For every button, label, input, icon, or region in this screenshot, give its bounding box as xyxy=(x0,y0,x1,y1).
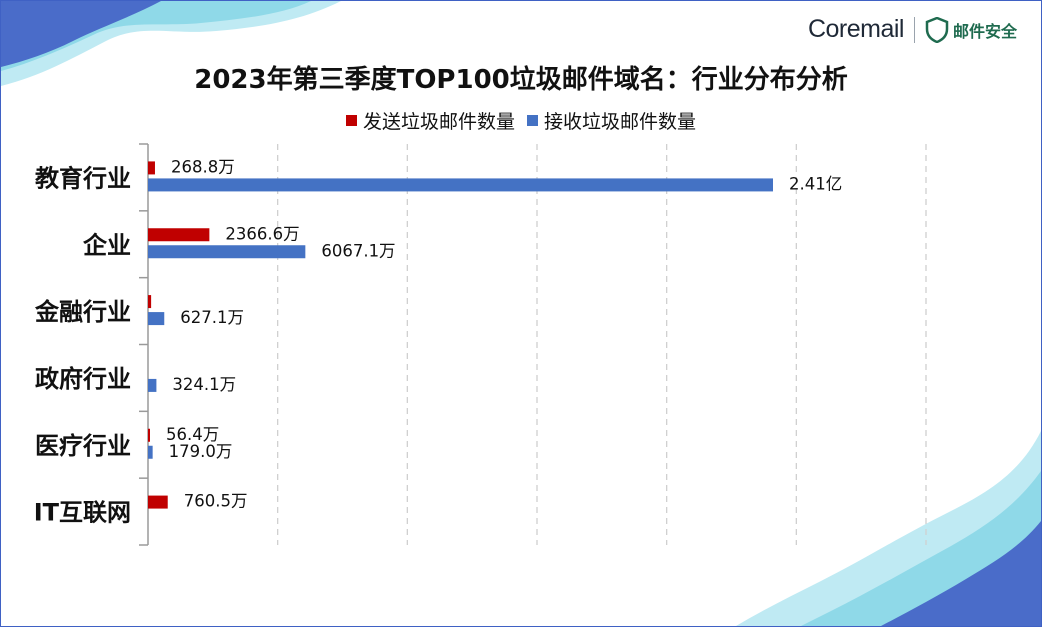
legend-item-receive: 接收垃圾邮件数量 xyxy=(527,107,696,134)
legend-swatch-receive xyxy=(527,115,538,126)
brand-logo: Coremail 邮件安全 xyxy=(808,15,1017,44)
bar-send xyxy=(148,228,210,242)
chart-title: 2023年第三季度TOP100垃圾邮件域名：行业分布分析 xyxy=(194,65,848,95)
data-label-receive: 324.1万 xyxy=(172,375,236,394)
data-label-send: 760.5万 xyxy=(184,492,248,511)
bar-send xyxy=(148,161,155,175)
category-label: 金融行业 xyxy=(34,298,131,326)
category-label: 企业 xyxy=(83,231,131,259)
category-label: IT互联网 xyxy=(34,499,131,527)
shield-icon xyxy=(925,16,949,43)
bar-receive xyxy=(148,312,165,326)
data-label-send: 268.8万 xyxy=(171,157,235,176)
category-label: 政府行业 xyxy=(35,365,131,393)
category-label: 教育行业 xyxy=(35,164,131,192)
category-label: 医疗行业 xyxy=(35,432,131,460)
data-label-receive: 6067.1万 xyxy=(321,241,395,260)
bar-send xyxy=(148,295,152,309)
bar-send xyxy=(148,428,150,442)
data-label-receive: 2.41亿 xyxy=(789,174,842,193)
logo-divider xyxy=(913,16,915,43)
data-label-send: 56.4万 xyxy=(166,425,219,444)
coremail-logo: Coremail xyxy=(807,15,905,43)
mail-security-logo: 邮件安全 xyxy=(925,16,1017,43)
data-label-receive: 179.0万 xyxy=(169,442,233,461)
bar-receive xyxy=(148,378,157,392)
data-label-receive: 627.1万 xyxy=(180,308,244,327)
data-label-send: 2366.6万 xyxy=(225,224,299,243)
chart-legend: 发送垃圾邮件数量 接收垃圾邮件数量 xyxy=(1,107,1041,134)
legend-label-send: 发送垃圾邮件数量 xyxy=(362,111,515,133)
legend-label-receive: 接收垃圾邮件数量 xyxy=(544,111,697,133)
mail-security-label: 邮件安全 xyxy=(952,21,1017,41)
bar-receive xyxy=(148,445,153,459)
legend-item-send: 发送垃圾邮件数量 xyxy=(345,107,515,134)
bar-send xyxy=(148,495,168,509)
bar-receive xyxy=(148,178,773,192)
legend-swatch-send xyxy=(345,115,357,126)
bar-receive xyxy=(148,245,306,259)
